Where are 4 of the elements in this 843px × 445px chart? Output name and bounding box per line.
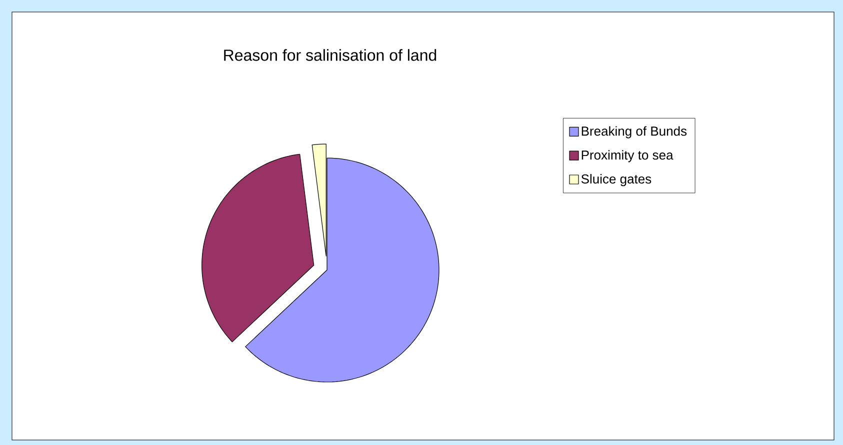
chart-title: Reason for salinisation of land <box>224 49 436 61</box>
legend-label: Breaking of Bunds <box>582 126 687 138</box>
legend-label: Sluice gates <box>581 174 652 186</box>
legend-label: Proximity to sea <box>582 150 674 162</box>
